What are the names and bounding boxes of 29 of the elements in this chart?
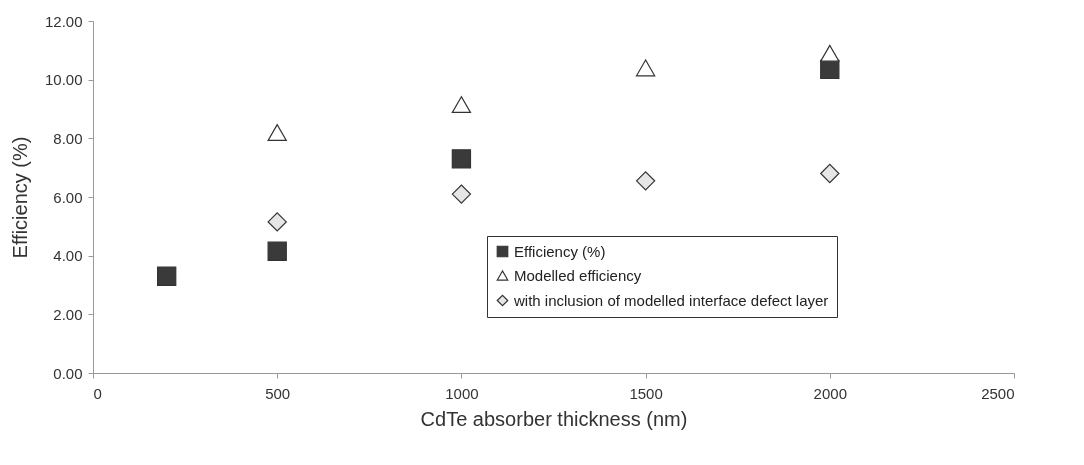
point <box>451 96 472 114</box>
point <box>267 241 287 261</box>
x-axis-title: CdTe absorber thickness (nm) <box>420 407 688 430</box>
legend-label: Efficiency (%) <box>514 242 606 260</box>
x-tick-label: 0 <box>93 384 102 402</box>
point <box>820 44 840 62</box>
x-tick-label: 2000 <box>813 384 847 402</box>
point <box>451 149 472 169</box>
point <box>635 59 656 77</box>
legend-label: Modelled efficiency <box>514 266 642 284</box>
point <box>267 124 287 141</box>
x-tick-label: 1500 <box>629 384 663 402</box>
y-axis-title: Efficiency (%) <box>8 136 31 259</box>
y-tick-label: 8.00 <box>53 129 83 147</box>
x-tick-label: 1000 <box>445 384 479 402</box>
y-tick-label: 0.00 <box>53 364 83 382</box>
y-tick-label: 2.00 <box>53 305 83 323</box>
point <box>635 171 656 191</box>
x-tick-label: 500 <box>265 384 291 402</box>
point <box>451 184 472 204</box>
point <box>267 212 287 232</box>
x-tick-label: 2500 <box>981 384 1015 402</box>
point <box>820 163 840 184</box>
point <box>157 266 177 286</box>
y-tick-label: 10.00 <box>44 71 83 89</box>
y-tick-label: 4.00 <box>53 247 83 265</box>
y-tick-label: 6.00 <box>53 188 83 206</box>
legend-label: with inclusion of modelled interface defect layer <box>513 291 829 309</box>
y-tick-label: 12.00 <box>44 12 83 30</box>
